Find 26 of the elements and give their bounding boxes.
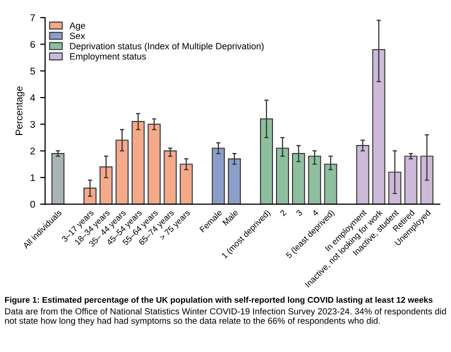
y-tick-label: 4 <box>30 94 36 102</box>
legend-label: Age <box>69 22 86 31</box>
y-tick-label: 6 <box>30 40 35 48</box>
bar <box>228 158 241 204</box>
x-tick-label: 3 <box>296 209 303 216</box>
bar <box>180 164 193 204</box>
x-tick-label: 2 <box>280 209 286 216</box>
bar <box>212 148 225 204</box>
text: Data are from the Office of National Statistics Winter COVID-19 Infection Survey 2023-24. 34% of respondents did not state how long they had had symptoms so the data relate to the 66% of respondents who did. <box>5 308 446 326</box>
text: Figure 1: Estimated percentage of the UK population with self-reported long COVID lasting at least 12 weeks <box>5 296 432 304</box>
y-tick-label: 7 <box>30 14 35 22</box>
y-tick-label: 1 <box>30 174 35 182</box>
bar <box>164 150 177 204</box>
bar <box>308 156 322 204</box>
y-tick-label: 2 <box>30 148 35 154</box>
bar <box>51 153 64 204</box>
bar <box>148 124 161 204</box>
legend-label: Sex <box>70 32 85 40</box>
bar <box>404 156 418 204</box>
y-tick-label: 3 <box>30 120 35 128</box>
legend-label: Deprivation status (Index of Multiple Deprivation) <box>70 42 264 52</box>
legend-label: Employment status <box>70 52 146 62</box>
y-tick-label: 0 <box>30 200 35 208</box>
y-axis-title: Percentage <box>16 86 24 135</box>
bar <box>356 145 370 204</box>
y-tick-label: 5 <box>30 68 35 75</box>
